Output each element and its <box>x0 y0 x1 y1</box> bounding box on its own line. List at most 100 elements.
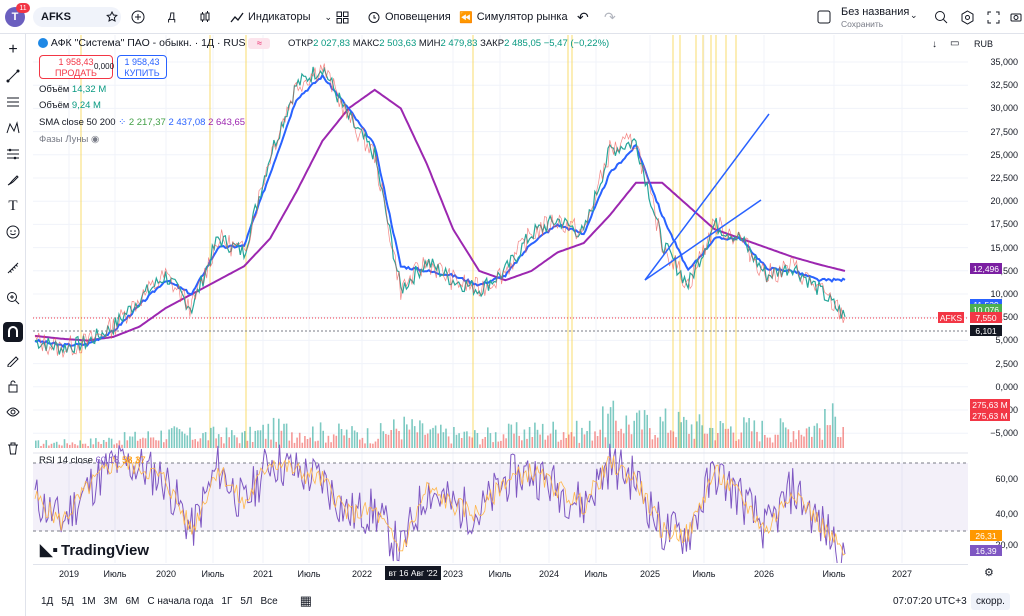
volume-bar <box>306 439 309 448</box>
calendar-icon[interactable]: ▦ <box>299 593 313 608</box>
volume-bar <box>314 441 317 448</box>
volume-bar <box>113 444 115 448</box>
smile-icon[interactable] <box>3 222 23 242</box>
brush-icon[interactable] <box>3 170 23 190</box>
volume-bar <box>76 445 79 448</box>
volume-indicator-2[interactable]: Объём 9,24 M <box>39 100 101 111</box>
volume-bar <box>364 443 366 448</box>
range-button[interactable]: 5Л <box>240 595 253 607</box>
price-axis-label: 10,076 <box>970 304 1002 315</box>
undo-icon[interactable]: ↶ <box>577 8 589 25</box>
price-tick-label: 17,500 <box>990 219 1018 230</box>
range-button[interactable]: С начала года <box>147 595 214 607</box>
volume-bar <box>241 432 243 448</box>
volume-bar <box>129 436 131 448</box>
price-chart[interactable] <box>33 35 968 563</box>
fib-icon[interactable] <box>3 144 23 164</box>
volume-bar <box>753 420 756 448</box>
layout-name[interactable]: Без названия Сохранить <box>841 6 909 30</box>
alerts-button[interactable]: Оповещения <box>367 0 451 34</box>
price-tick-label: 10,000 <box>990 289 1018 299</box>
ruler-icon[interactable] <box>3 258 23 278</box>
range-button[interactable]: 1М <box>81 595 96 607</box>
range-button[interactable]: Все <box>260 595 278 607</box>
volume-bar <box>398 431 400 448</box>
tradingview-watermark: ◣▪ TradingView <box>40 540 149 560</box>
price-tick-label: 15,000 <box>990 242 1018 253</box>
zoom-in-icon[interactable] <box>3 288 23 308</box>
sma-indicator[interactable]: SMA close 50 200 ⁘ 2 217,37 2 437,08 2 6… <box>39 117 245 128</box>
currency-label[interactable]: RUB <box>974 39 994 49</box>
pattern-icon[interactable] <box>3 118 23 138</box>
sma-value-3: 2 643,65 <box>208 117 246 128</box>
add-symbol-icon[interactable] <box>131 0 145 34</box>
time-axis[interactable]: 2019 Июль 2020 Июль 2021 Июль 2022 2023 Июль 2024… <box>33 564 968 584</box>
volume-bar <box>395 428 398 448</box>
volume-bar <box>703 433 706 448</box>
time-tick-label: Июль <box>822 569 846 579</box>
eye-off-icon[interactable]: ◉ <box>91 134 100 145</box>
range-button[interactable]: 1Д <box>41 595 54 607</box>
chevron-down-icon[interactable]: ⌄ <box>910 10 918 20</box>
drawing-toolbar: + T <box>0 34 26 616</box>
volume-indicator-1[interactable]: Объём 14,32 M <box>39 84 106 95</box>
volume-bar <box>437 433 439 448</box>
redo-icon[interactable]: ↷ <box>604 8 616 25</box>
volume-bar <box>194 439 196 448</box>
volume-bar <box>416 432 419 448</box>
magnet-icon[interactable] <box>3 322 23 342</box>
ohlc-readout: ОТКР2 027,83 МАКС2 503,63 МИН2 479,83 ЗА… <box>288 38 609 49</box>
price-axis-label: 275,63 M <box>970 399 1010 410</box>
camera-icon[interactable] <box>1010 0 1022 34</box>
candle-style-icon[interactable] <box>198 0 212 34</box>
rsi-axis-label: 16,39 <box>970 545 1002 556</box>
range-button[interactable]: 3М <box>103 595 118 607</box>
volume-bar <box>450 443 453 448</box>
text-tool-icon[interactable]: T <box>8 197 18 214</box>
volume-bar <box>48 445 50 448</box>
volume-bar <box>238 443 241 448</box>
replay-button[interactable]: ⏪ Симулятор рынка <box>459 0 568 34</box>
down-arrow-icon[interactable]: ↓ <box>932 39 937 50</box>
trash-icon[interactable] <box>3 438 23 458</box>
range-button[interactable]: 1Г <box>221 595 233 607</box>
volume-bar <box>116 443 118 448</box>
range-button[interactable]: 6М <box>125 595 140 607</box>
symbol-search[interactable]: AFKS <box>33 7 121 27</box>
volume-bar <box>764 435 766 448</box>
eye-icon[interactable] <box>3 402 23 422</box>
volume-bar <box>181 431 183 448</box>
fullscreen-icon[interactable] <box>987 0 1000 34</box>
layout-checkbox-icon[interactable] <box>817 0 831 34</box>
settings-gear-icon[interactable] <box>960 0 975 34</box>
lock-icon[interactable] <box>3 376 23 396</box>
volume-bar <box>701 425 703 448</box>
axis-settings-gear-icon[interactable]: ⚙ <box>984 567 994 579</box>
favorite-symbol-icon[interactable] <box>106 0 118 34</box>
layout-grid-icon[interactable] <box>336 0 349 34</box>
trend-line-icon[interactable] <box>3 66 23 86</box>
crosshair-icon[interactable]: + <box>8 41 18 58</box>
interval-button[interactable]: Д <box>168 0 175 34</box>
volume-bar <box>84 443 87 448</box>
moon-phases-indicator[interactable]: Фазы Луны ◉ <box>39 134 99 145</box>
indicators-button[interactable]: Индикаторы ⌄ <box>230 0 332 34</box>
clock-label[interactable]: 07:07:20 UTC+3 <box>893 595 967 607</box>
volume-bar <box>659 416 662 448</box>
change-value: −5,47 (−0,22%) <box>543 38 610 49</box>
sell-button[interactable]: 1 958,43 ПРОДАТЬ <box>39 55 113 79</box>
adjust-scale-button[interactable]: скорр. <box>971 592 1010 610</box>
price-line <box>34 66 846 355</box>
lock-drawing-icon[interactable] <box>3 350 23 370</box>
rsi-line <box>34 443 846 563</box>
rsi-indicator[interactable]: RSI 14 close 60,18 58,37 <box>39 455 146 466</box>
range-button[interactable]: 5Д <box>61 595 74 607</box>
maximize-icon[interactable]: ▭ <box>950 38 960 49</box>
quick-search-icon[interactable] <box>934 0 948 34</box>
price-axis[interactable]: ↓ ▭ RUB 35,000 32,500 30,000 27,500 25,000 22… <box>932 35 1024 563</box>
volume-bar <box>385 434 387 448</box>
legend-title[interactable]: АФК "Система" ПАО - обыкн. · 1Д · RUS <box>50 37 246 49</box>
horizontal-lines-icon[interactable] <box>3 92 23 112</box>
vol2-label: Объём <box>39 100 70 111</box>
buy-button[interactable]: 1 958,43 КУПИТЬ <box>117 55 167 79</box>
